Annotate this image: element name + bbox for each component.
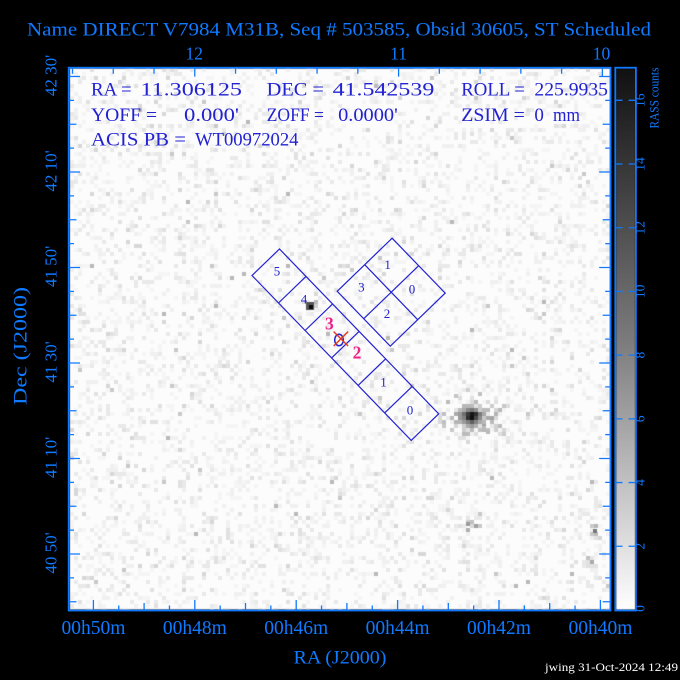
- svg-text:00h42m: 00h42m: [467, 618, 531, 639]
- svg-text:Name DIRECT V7984 M31B, Seq #: Name DIRECT V7984 M31B, Seq # 503585, Ob…: [27, 20, 652, 41]
- svg-text:12: 12: [633, 221, 648, 235]
- svg-text:3: 3: [325, 313, 334, 333]
- svg-text:ROLL =: ROLL =: [461, 80, 525, 101]
- svg-text:mm: mm: [553, 105, 580, 126]
- svg-text:DEC =: DEC =: [267, 80, 324, 101]
- svg-text:2: 2: [633, 543, 648, 550]
- svg-text:225.9935: 225.9935: [534, 80, 608, 101]
- svg-text:8: 8: [633, 352, 648, 359]
- svg-text:0: 0: [633, 605, 648, 612]
- svg-text:2: 2: [384, 306, 391, 321]
- svg-text:5: 5: [274, 264, 281, 279]
- svg-text:00h40m: 00h40m: [568, 618, 632, 639]
- svg-text:1: 1: [380, 375, 387, 390]
- svg-text:jwing 31-Oct-2024 12:49: jwing 31-Oct-2024 12:49: [544, 660, 678, 674]
- svg-text:0: 0: [407, 403, 414, 418]
- svg-text:41 30': 41 30': [42, 341, 61, 382]
- svg-text:11.306125: 11.306125: [140, 80, 242, 101]
- svg-text:WT00972024: WT00972024: [195, 130, 299, 151]
- svg-text:00h46m: 00h46m: [264, 618, 328, 639]
- svg-text:0: 0: [534, 105, 544, 126]
- svg-text:4: 4: [633, 479, 648, 486]
- svg-text:10: 10: [633, 284, 648, 298]
- svg-text:0.0000': 0.0000': [338, 105, 398, 126]
- svg-text:42 30': 42 30': [42, 55, 61, 96]
- svg-text:00h50m: 00h50m: [61, 618, 125, 639]
- svg-text:41 50': 41 50': [42, 246, 61, 287]
- svg-text:0: 0: [409, 282, 416, 297]
- svg-text:1: 1: [384, 257, 391, 272]
- svg-text:42 10': 42 10': [42, 150, 61, 191]
- svg-text:00h48m: 00h48m: [163, 618, 227, 639]
- svg-text:ZSIM =: ZSIM =: [461, 105, 525, 126]
- svg-text:11: 11: [390, 44, 407, 64]
- svg-text:00h44m: 00h44m: [366, 618, 430, 639]
- svg-text:10: 10: [593, 44, 611, 64]
- svg-text:40 50': 40 50': [42, 532, 61, 573]
- svg-text:3: 3: [358, 280, 365, 295]
- svg-text:41.542539: 41.542539: [333, 80, 435, 101]
- svg-text:RA (J2000): RA (J2000): [294, 648, 387, 669]
- svg-text:41 10': 41 10': [42, 437, 61, 478]
- svg-text:4: 4: [301, 292, 308, 307]
- svg-text:RA =: RA =: [91, 80, 132, 101]
- svg-text:0.000': 0.000': [184, 105, 239, 126]
- svg-text:2: 2: [353, 343, 362, 363]
- svg-text:12: 12: [186, 44, 204, 64]
- svg-text:YOFF =: YOFF =: [91, 105, 157, 126]
- svg-text:6: 6: [633, 415, 648, 422]
- svg-text:14: 14: [633, 157, 648, 171]
- svg-text:ZOFF =: ZOFF =: [267, 105, 324, 126]
- svg-text:ACIS PB =: ACIS PB =: [91, 130, 186, 151]
- svg-text:16: 16: [633, 93, 648, 107]
- svg-text:RASS counts: RASS counts: [648, 67, 662, 128]
- svg-text:Dec (J2000): Dec (J2000): [11, 287, 32, 405]
